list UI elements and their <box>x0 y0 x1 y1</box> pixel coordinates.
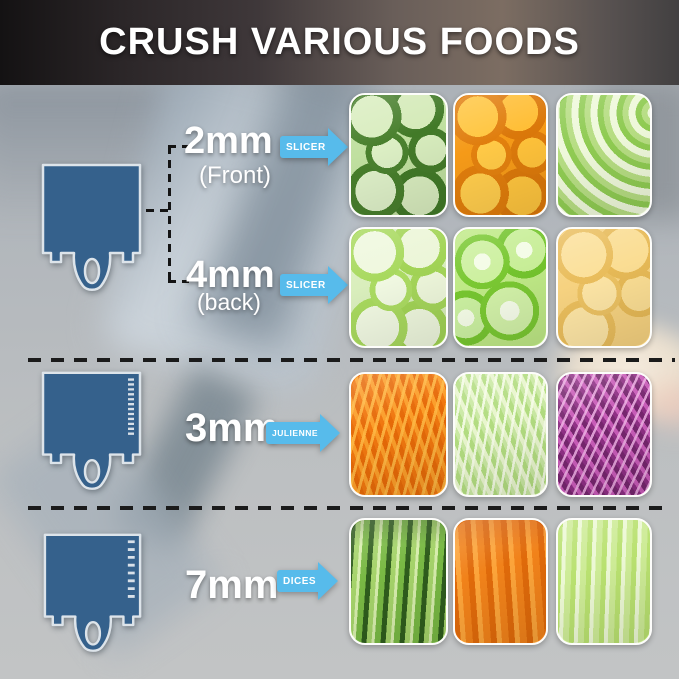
back-note: (back) <box>197 289 261 315</box>
front-note: (Front) <box>199 162 271 189</box>
photo-celery-sticks <box>556 518 652 645</box>
header-banner: CRUSH VARIOUS FOODS <box>0 0 679 85</box>
photo-red-cabbage-shreds <box>556 372 652 497</box>
dices-blade-insert-icon <box>43 533 142 652</box>
arrow-head <box>320 414 341 452</box>
photo-cucumber-sticks <box>349 518 448 645</box>
slicer-blade-insert-icon <box>41 163 142 291</box>
arrow-label: DICES <box>283 575 317 587</box>
size-label-2mm: 2mm <box>184 120 273 162</box>
photo-carrot-julienne <box>349 372 448 497</box>
dashed-divider <box>28 358 675 362</box>
arrow-head <box>327 128 348 166</box>
photo-potato-slices <box>556 227 652 348</box>
size-label-7mm: 7mm <box>185 563 279 607</box>
julienne-arrow-icon: JULIENNE <box>266 414 341 452</box>
slicer-arrow-icon: SLICER <box>280 266 348 304</box>
connector-line <box>168 280 189 283</box>
arrow-head <box>318 562 339 600</box>
connector-line <box>168 145 189 148</box>
dices-arrow-icon: DICES <box>277 562 339 600</box>
arrow-head <box>327 266 348 304</box>
photo-lime-slices <box>453 227 548 348</box>
connector-line <box>168 146 171 283</box>
arrow-label: SLICER <box>286 141 326 153</box>
connector-line <box>146 209 169 212</box>
julienne-blade-insert-icon <box>41 371 142 490</box>
photo-carrot-slices <box>453 93 548 217</box>
photo-green-cabbage-shreds <box>453 372 548 497</box>
photo-cucumber-slices <box>349 93 448 217</box>
arrow-label: SLICER <box>286 279 326 291</box>
photo-cabbage-slices <box>556 93 652 217</box>
photo-zucchini-slices <box>349 227 448 348</box>
arrow-label: JULIENNE <box>272 428 319 438</box>
photo-carrot-sticks <box>453 518 548 645</box>
slicer-arrow-icon: SLICER <box>280 128 348 166</box>
size-label-4mm: 4mm <box>186 254 275 296</box>
dashed-divider <box>28 506 665 510</box>
size-label-3mm: 3mm <box>185 406 279 450</box>
page-title: CRUSH VARIOUS FOODS <box>99 21 580 63</box>
